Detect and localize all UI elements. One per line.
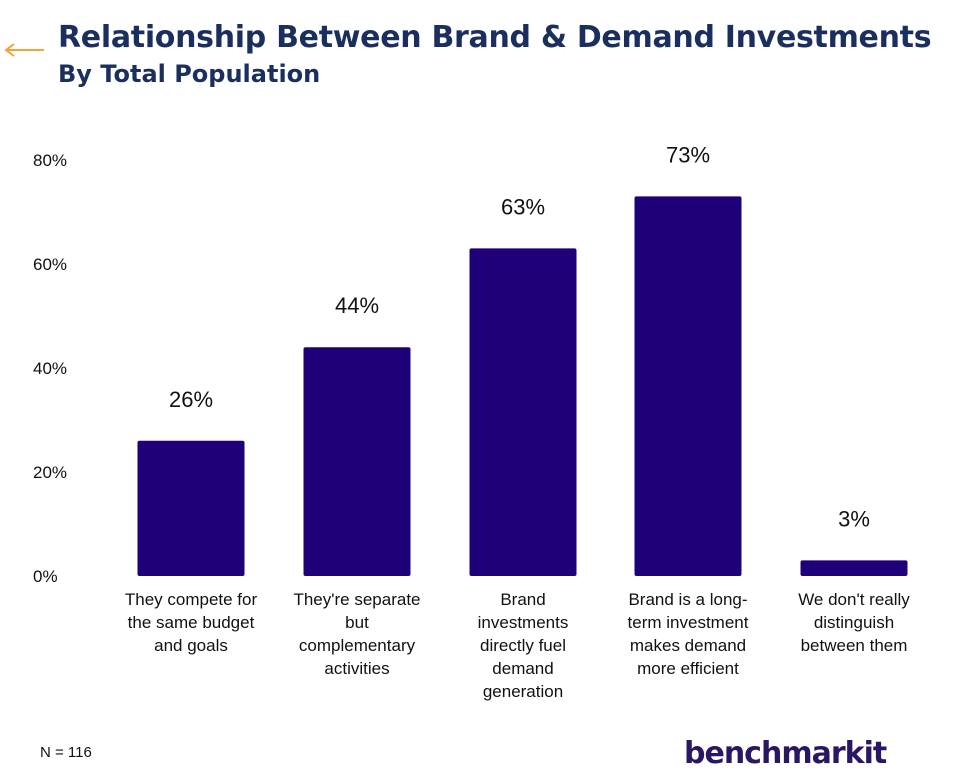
data-label: 73% — [666, 142, 710, 167]
bar-chart: 0% 20% 40% 60% 80% 26% They compete for the sam… — [33, 142, 910, 701]
category-label: They're separate — [293, 590, 420, 609]
category-label: generation — [483, 682, 563, 701]
y-tick-label: 40% — [33, 359, 67, 378]
bar — [469, 248, 577, 576]
category-label: Brand is a long- — [628, 590, 747, 609]
category-label: They compete for — [125, 590, 258, 609]
y-tick-label: 60% — [33, 255, 67, 274]
chart-subtitle: By Total Population — [58, 60, 321, 88]
bar — [303, 347, 411, 576]
category-label: more efficient — [637, 659, 739, 678]
category-label: term investment — [628, 613, 749, 632]
bar — [137, 440, 245, 576]
category-label: between them — [801, 636, 908, 655]
category-label: makes demand — [630, 636, 746, 655]
y-tick-label: 80% — [33, 151, 67, 170]
category-label: and goals — [154, 636, 228, 655]
data-label: 44% — [335, 293, 379, 318]
chart-title: Relationship Between Brand & Demand Inve… — [58, 20, 932, 55]
bar — [800, 560, 908, 576]
data-label: 26% — [169, 387, 213, 412]
sample-size-note: N = 116 — [40, 744, 92, 761]
back-arrow-icon[interactable] — [0, 40, 48, 60]
data-label: 63% — [501, 194, 545, 219]
category-label: directly fuel — [480, 636, 566, 655]
category-label: complementary — [299, 636, 416, 655]
category-label: but — [345, 613, 369, 632]
bar — [634, 196, 742, 576]
category-label: activities — [324, 659, 389, 678]
category-label: investments — [478, 613, 569, 632]
category-label: the same budget — [128, 613, 255, 632]
category-label: We don't really — [798, 590, 910, 609]
y-tick-label: 0% — [33, 567, 58, 586]
category-label: Brand — [500, 590, 545, 609]
category-label: demand — [492, 659, 553, 678]
benchmarkit-logo: benchmarkit — [684, 736, 887, 771]
y-tick-label: 20% — [33, 463, 67, 482]
category-label: distinguish — [814, 613, 894, 632]
data-label: 3% — [838, 506, 870, 531]
